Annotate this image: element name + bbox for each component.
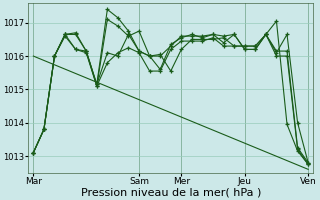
X-axis label: Pression niveau de la mer( hPa ): Pression niveau de la mer( hPa )	[81, 187, 261, 197]
